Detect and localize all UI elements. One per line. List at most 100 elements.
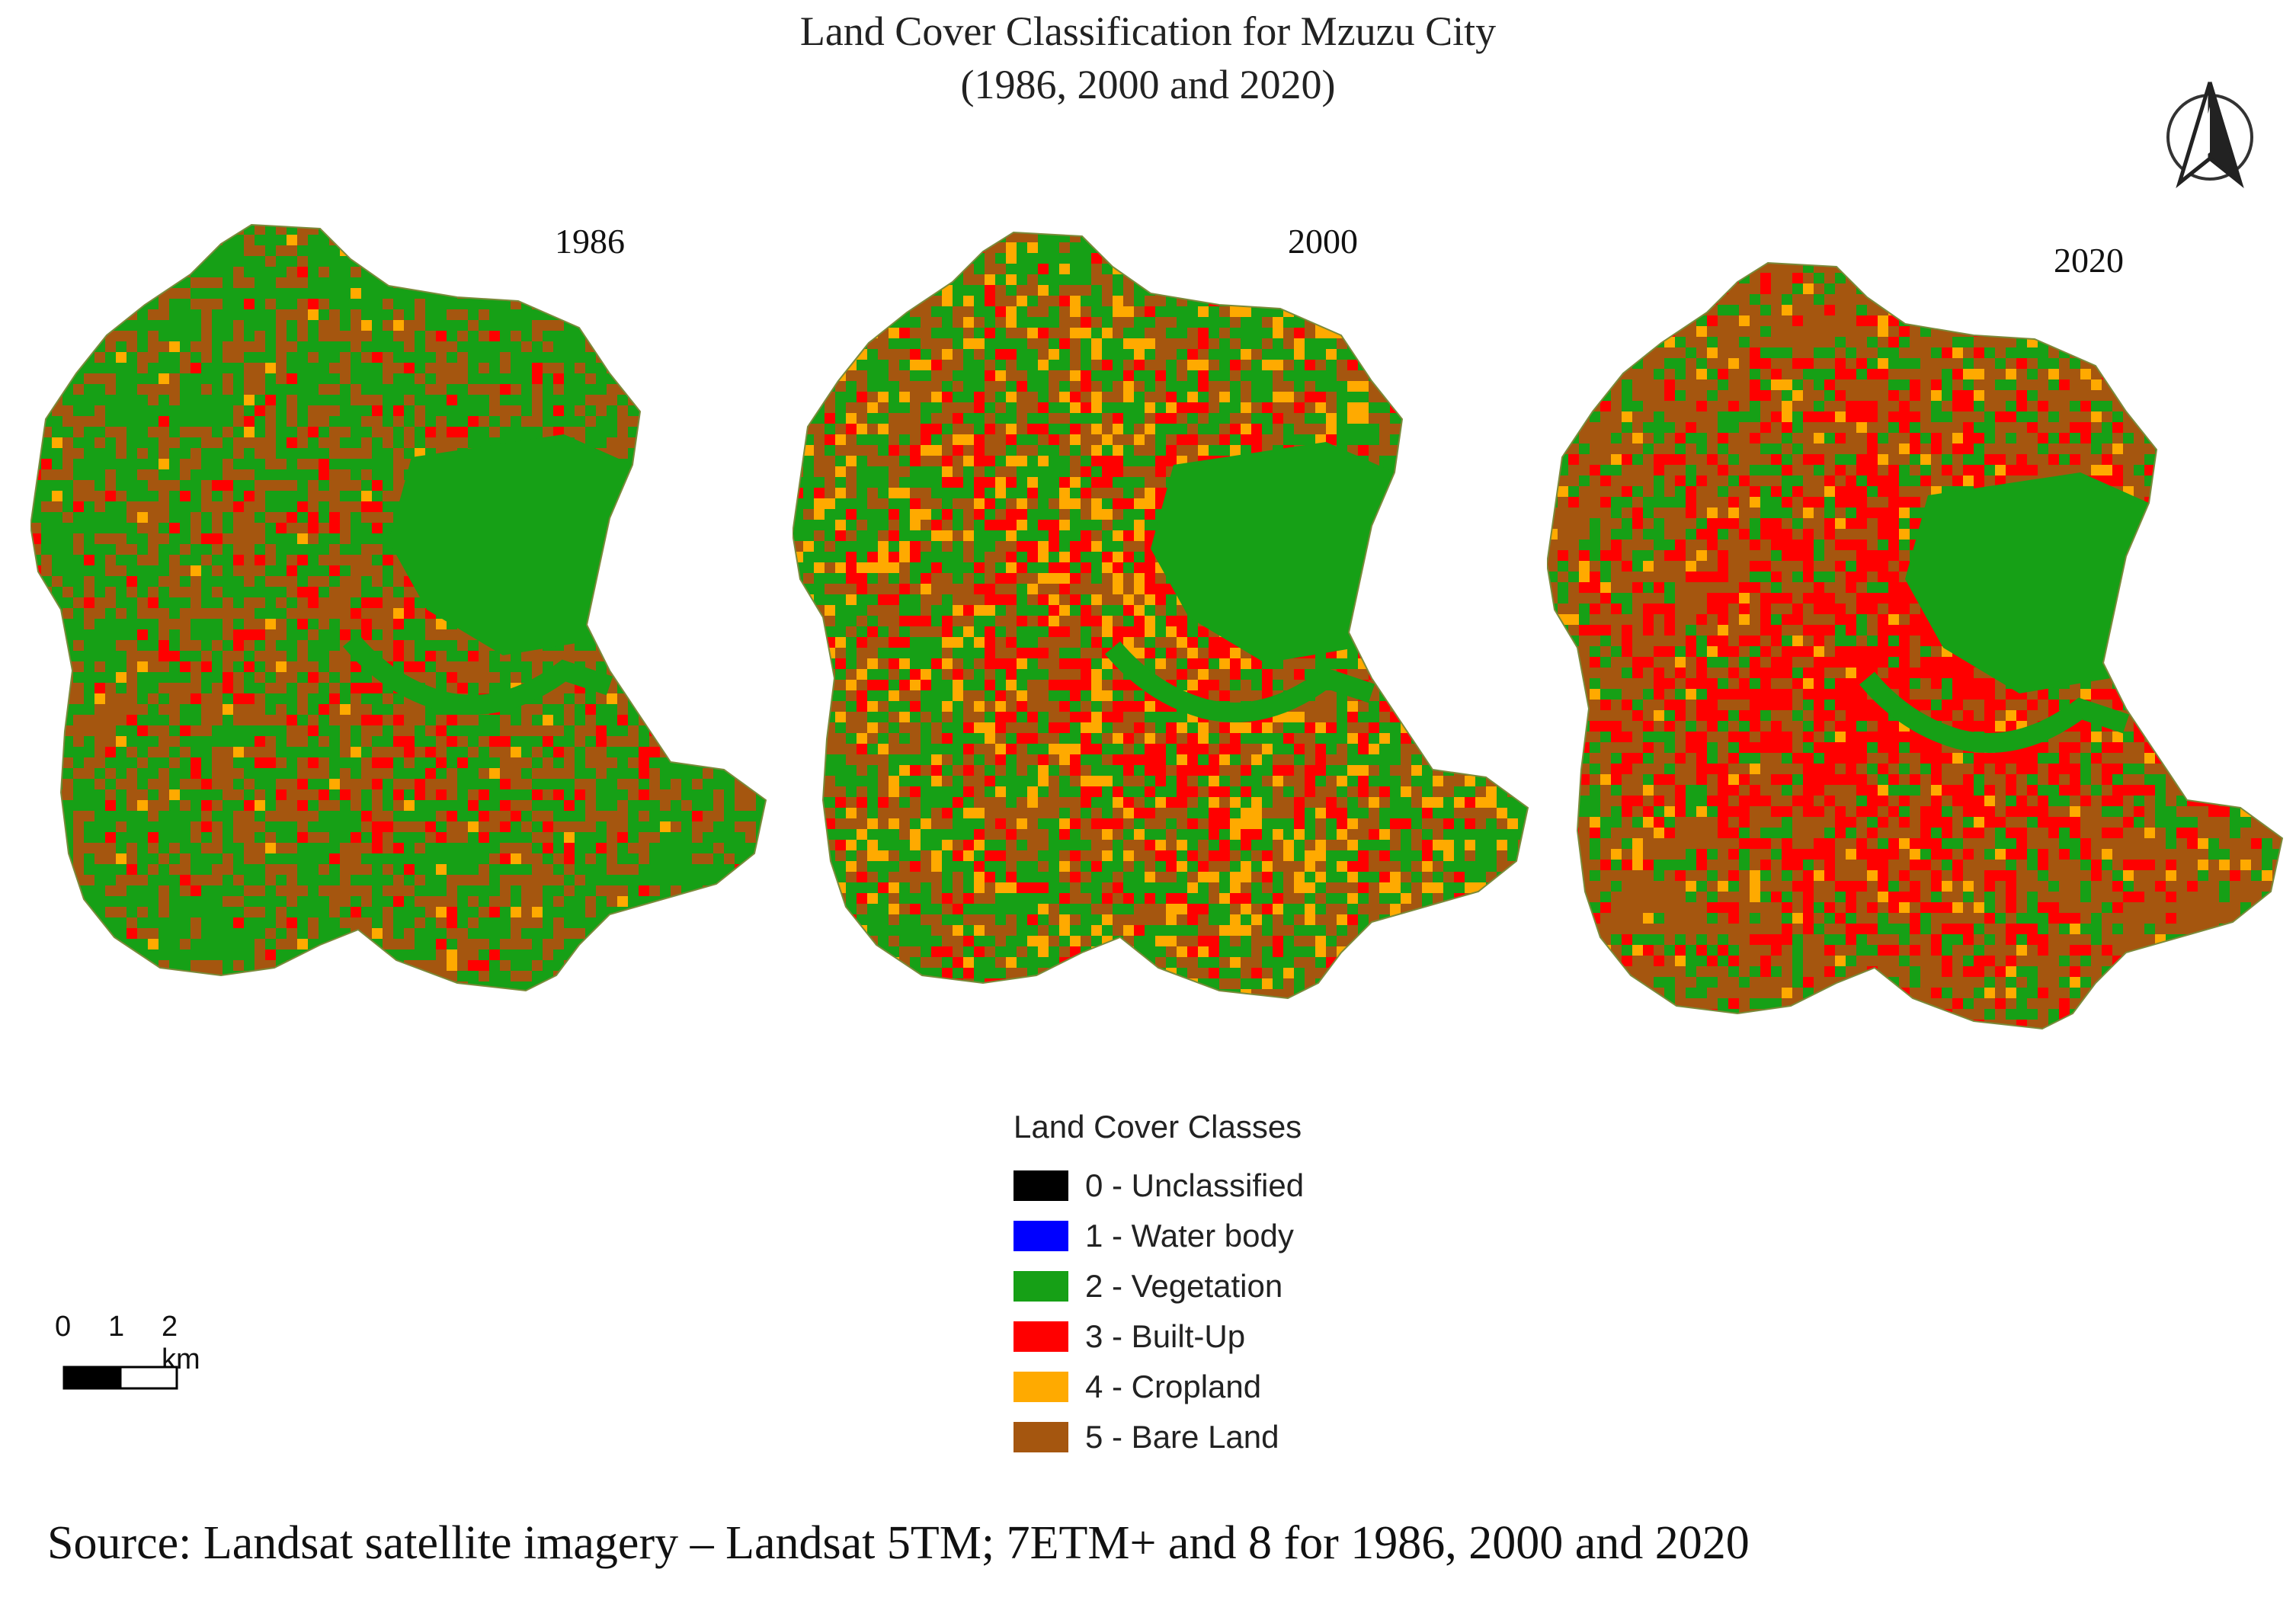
land-cover-cell <box>1443 338 1454 349</box>
land-cover-cell <box>724 309 735 320</box>
land-cover-cell <box>447 747 457 757</box>
land-cover-cell <box>1145 456 1155 466</box>
land-cover-cell <box>191 843 201 853</box>
land-cover-cell <box>361 288 372 299</box>
land-cover-cell <box>713 683 724 693</box>
land-cover-cell <box>724 576 735 587</box>
land-cover-cell <box>724 395 735 405</box>
land-cover-cell <box>223 288 233 299</box>
land-cover-cell <box>756 843 766 853</box>
land-cover-cell <box>1209 306 1219 317</box>
land-cover-cell <box>1145 381 1155 392</box>
land-cover-cell <box>52 1003 62 1013</box>
land-cover-cell <box>1518 402 1528 413</box>
land-cover-cell <box>671 651 681 661</box>
land-cover-cell <box>660 225 671 235</box>
land-cover-cell <box>639 629 649 640</box>
land-cover-cell <box>735 267 745 277</box>
land-cover-cell <box>447 651 457 661</box>
land-cover-cell <box>447 864 457 875</box>
land-cover-cell <box>953 413 963 424</box>
land-cover-cell <box>415 341 425 352</box>
land-cover-cell <box>617 768 628 779</box>
land-cover-cell <box>489 864 500 875</box>
land-cover-cell <box>735 245 745 256</box>
land-cover-cell <box>393 907 404 917</box>
land-cover-cell <box>585 267 596 277</box>
land-cover-cell <box>30 320 41 331</box>
land-cover-cell <box>201 800 212 811</box>
land-cover-cell <box>223 875 233 885</box>
land-cover-cell <box>265 565 276 576</box>
land-cover-cell <box>73 352 84 363</box>
land-cover-cell <box>660 939 671 949</box>
land-cover-cell <box>159 395 169 405</box>
land-cover-cell <box>793 392 803 402</box>
land-cover-cell <box>84 320 94 331</box>
land-cover-cell <box>1507 520 1518 530</box>
land-cover-cell <box>713 715 724 725</box>
land-cover-cell <box>169 512 180 523</box>
land-cover-cell <box>671 875 681 885</box>
land-cover-cell <box>1070 402 1081 413</box>
land-cover-cell <box>265 779 276 789</box>
land-cover-cell <box>1219 392 1230 402</box>
land-cover-cell <box>372 384 383 395</box>
land-cover-cell <box>692 565 703 576</box>
land-cover-cell <box>931 477 942 488</box>
land-cover-cell <box>1102 498 1113 509</box>
land-cover-cell <box>1113 360 1123 370</box>
land-cover-cell <box>169 960 180 971</box>
land-cover-cell <box>745 299 756 309</box>
land-cover-cell <box>159 992 169 1003</box>
land-cover-cell <box>1401 296 1411 306</box>
land-cover-cell <box>575 416 585 427</box>
land-cover-cell <box>703 939 713 949</box>
land-cover-cell <box>931 434 942 445</box>
land-cover-cell <box>1379 520 1390 530</box>
land-cover-cell <box>564 811 575 821</box>
land-cover-cell <box>1209 413 1219 424</box>
land-cover-cell <box>724 405 735 416</box>
land-cover-cell <box>793 317 803 328</box>
land-cover-cell <box>319 373 329 384</box>
land-cover-cell <box>1230 424 1241 434</box>
land-cover-cell <box>489 299 500 309</box>
land-cover-cell <box>735 1003 745 1013</box>
land-cover-cell <box>1049 456 1059 466</box>
land-cover-cell <box>351 597 361 608</box>
land-cover-cell <box>1113 530 1123 541</box>
land-cover-cell <box>457 768 468 779</box>
land-cover-cell <box>660 256 671 267</box>
land-cover-cell <box>1251 221 1262 232</box>
land-cover-cell <box>319 277 329 288</box>
land-cover-cell <box>745 661 756 672</box>
land-cover-cell <box>793 360 803 370</box>
land-cover-cell <box>1454 370 1465 381</box>
land-cover-cell <box>713 928 724 939</box>
land-cover-cell <box>201 885 212 896</box>
land-cover-cell <box>223 267 233 277</box>
land-cover-cell <box>41 245 52 256</box>
land-cover-cell <box>1507 370 1518 381</box>
land-cover-cell <box>660 512 671 523</box>
land-cover-cell <box>191 757 201 768</box>
land-cover-cell <box>1401 520 1411 530</box>
land-cover-cell <box>116 843 126 853</box>
land-cover-cell <box>41 597 52 608</box>
land-cover-cell <box>671 853 681 864</box>
land-cover-cell <box>1369 349 1379 360</box>
land-cover-cell <box>1027 370 1038 381</box>
land-cover-cell <box>1070 242 1081 253</box>
land-cover-cell <box>308 384 319 395</box>
land-cover-cell <box>244 395 255 405</box>
land-cover-cell <box>52 981 62 991</box>
land-cover-cell <box>1198 424 1209 434</box>
land-cover-cell <box>340 341 351 352</box>
land-cover-cell <box>137 811 148 821</box>
land-cover-cell <box>1305 413 1315 424</box>
land-cover-cell <box>1049 264 1059 274</box>
land-cover-cell <box>201 267 212 277</box>
land-cover-cell <box>372 448 383 459</box>
land-cover-cell <box>671 245 681 256</box>
